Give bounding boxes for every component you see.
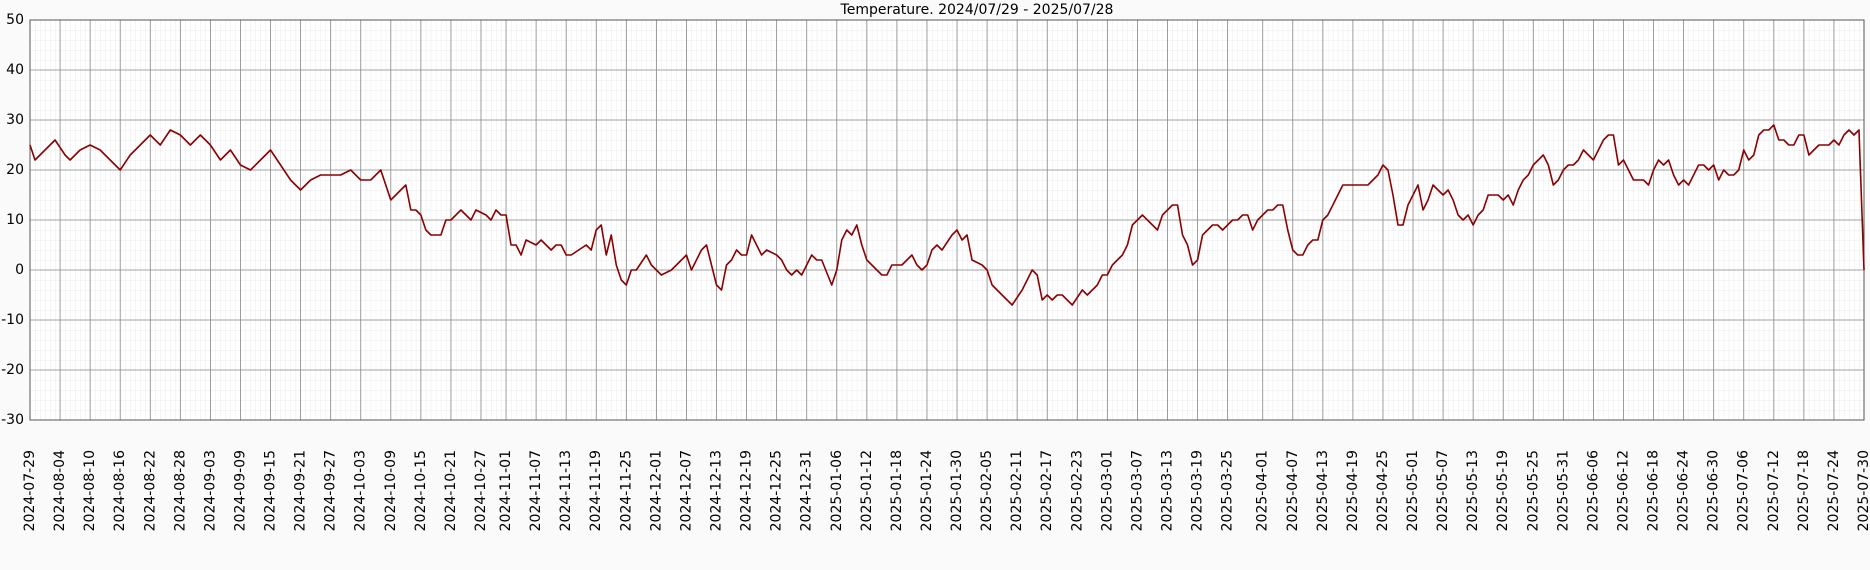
x-tick-label: 2024-08-28 bbox=[172, 450, 188, 531]
x-tick-label: 2024-11-25 bbox=[618, 450, 634, 531]
x-tick-label: 2025-02-11 bbox=[1009, 450, 1025, 531]
x-tick-label: 2025-01-24 bbox=[919, 450, 935, 531]
x-tick-label: 2024-09-27 bbox=[323, 450, 339, 531]
x-tick-label: 2024-11-19 bbox=[588, 450, 604, 531]
x-tick-label: 2025-04-19 bbox=[1345, 450, 1361, 531]
x-tick-label: 2024-10-09 bbox=[383, 450, 399, 531]
x-tick-label: 2024-09-21 bbox=[293, 450, 309, 531]
x-tick-label: 2025-07-12 bbox=[1766, 450, 1782, 531]
y-tick-label: 20 bbox=[6, 162, 24, 178]
x-tick-label: 2024-10-21 bbox=[443, 450, 459, 531]
x-tick-label: 2025-03-07 bbox=[1129, 450, 1145, 531]
x-tick-label: 2025-01-18 bbox=[889, 450, 905, 531]
x-tick-label: 2025-03-13 bbox=[1159, 450, 1175, 531]
x-tick-label: 2025-02-05 bbox=[979, 450, 995, 531]
x-tick-label: 2025-05-19 bbox=[1495, 450, 1511, 531]
y-tick-label: -10 bbox=[1, 312, 24, 328]
x-tick-label: 2025-07-06 bbox=[1736, 450, 1752, 531]
y-tick-label: 10 bbox=[6, 212, 24, 228]
x-tick-label: 2025-02-23 bbox=[1069, 450, 1085, 531]
x-tick-label: 2024-11-01 bbox=[498, 450, 514, 531]
x-tick-label: 2025-05-01 bbox=[1405, 450, 1421, 531]
x-tick-label: 2025-05-31 bbox=[1555, 450, 1571, 531]
x-tick-label: 2025-06-30 bbox=[1706, 450, 1722, 531]
x-tick-label: 2025-07-24 bbox=[1826, 450, 1842, 531]
x-tick-label: 2024-09-03 bbox=[202, 450, 218, 531]
x-tick-label: 2025-01-30 bbox=[949, 450, 965, 531]
x-tick-label: 2025-06-06 bbox=[1585, 450, 1601, 531]
x-tick-label: 2025-06-18 bbox=[1646, 450, 1662, 531]
y-tick-label: 0 bbox=[15, 262, 24, 278]
x-tick-label: 2024-07-29 bbox=[22, 450, 38, 531]
x-tick-label: 2025-03-01 bbox=[1099, 450, 1115, 531]
x-tick-label: 2025-04-07 bbox=[1285, 450, 1301, 531]
x-tick-label: 2024-08-16 bbox=[112, 450, 128, 531]
x-tick-label: 2025-01-12 bbox=[859, 450, 875, 531]
x-tick-label: 2024-12-31 bbox=[799, 450, 815, 531]
x-tick-label: 2025-05-13 bbox=[1465, 450, 1481, 531]
x-tick-label: 2024-12-13 bbox=[708, 450, 724, 531]
x-tick-label: 2025-07-30 bbox=[1856, 450, 1870, 531]
x-tick-label: 2025-04-25 bbox=[1375, 450, 1391, 531]
plot-frame bbox=[29, 19, 1865, 421]
x-tick-label: 2024-12-01 bbox=[648, 450, 664, 531]
x-tick-label: 2025-03-19 bbox=[1190, 450, 1206, 531]
x-tick-label: 2024-11-07 bbox=[528, 450, 544, 531]
x-tick-label: 2025-06-24 bbox=[1676, 450, 1692, 531]
x-tick-label: 2025-05-07 bbox=[1435, 450, 1451, 531]
x-tick-label: 2025-02-17 bbox=[1039, 450, 1055, 531]
x-tick-label: 2024-09-09 bbox=[232, 450, 248, 531]
x-tick-label: 2025-04-01 bbox=[1255, 450, 1271, 531]
x-tick-label: 2024-12-19 bbox=[739, 450, 755, 531]
x-tick-label: 2024-10-27 bbox=[473, 450, 489, 531]
x-tick-label: 2024-11-13 bbox=[558, 450, 574, 531]
y-tick-label: 50 bbox=[6, 12, 24, 28]
y-tick-label: 30 bbox=[6, 112, 24, 128]
x-tick-label: 2024-08-10 bbox=[82, 450, 98, 531]
x-tick-label: 2025-04-13 bbox=[1315, 450, 1331, 531]
data-line bbox=[29, 124, 1865, 306]
x-tick-label: 2025-05-25 bbox=[1525, 450, 1541, 531]
x-tick-label: 2024-10-15 bbox=[413, 450, 429, 531]
y-tick-label: -30 bbox=[1, 412, 24, 428]
x-tick-label: 2025-06-12 bbox=[1615, 450, 1631, 531]
y-tick-label: 40 bbox=[6, 62, 24, 78]
x-tick-label: 2024-10-03 bbox=[353, 450, 369, 531]
x-tick-label: 2025-01-06 bbox=[829, 450, 845, 531]
y-tick-label: -20 bbox=[1, 362, 24, 378]
chart-title: Temperature. 2024/07/29 - 2025/07/28 bbox=[840, 2, 1114, 18]
x-tick-label: 2024-12-25 bbox=[769, 450, 785, 531]
x-tick-label: 2025-03-25 bbox=[1220, 450, 1236, 531]
x-tick-label: 2024-12-07 bbox=[678, 450, 694, 531]
x-tick-label: 2024-08-04 bbox=[52, 450, 68, 531]
x-tick-label: 2024-08-22 bbox=[142, 450, 158, 531]
x-tick-label: 2025-07-18 bbox=[1796, 450, 1812, 531]
x-tick-label: 2024-09-15 bbox=[263, 450, 279, 531]
